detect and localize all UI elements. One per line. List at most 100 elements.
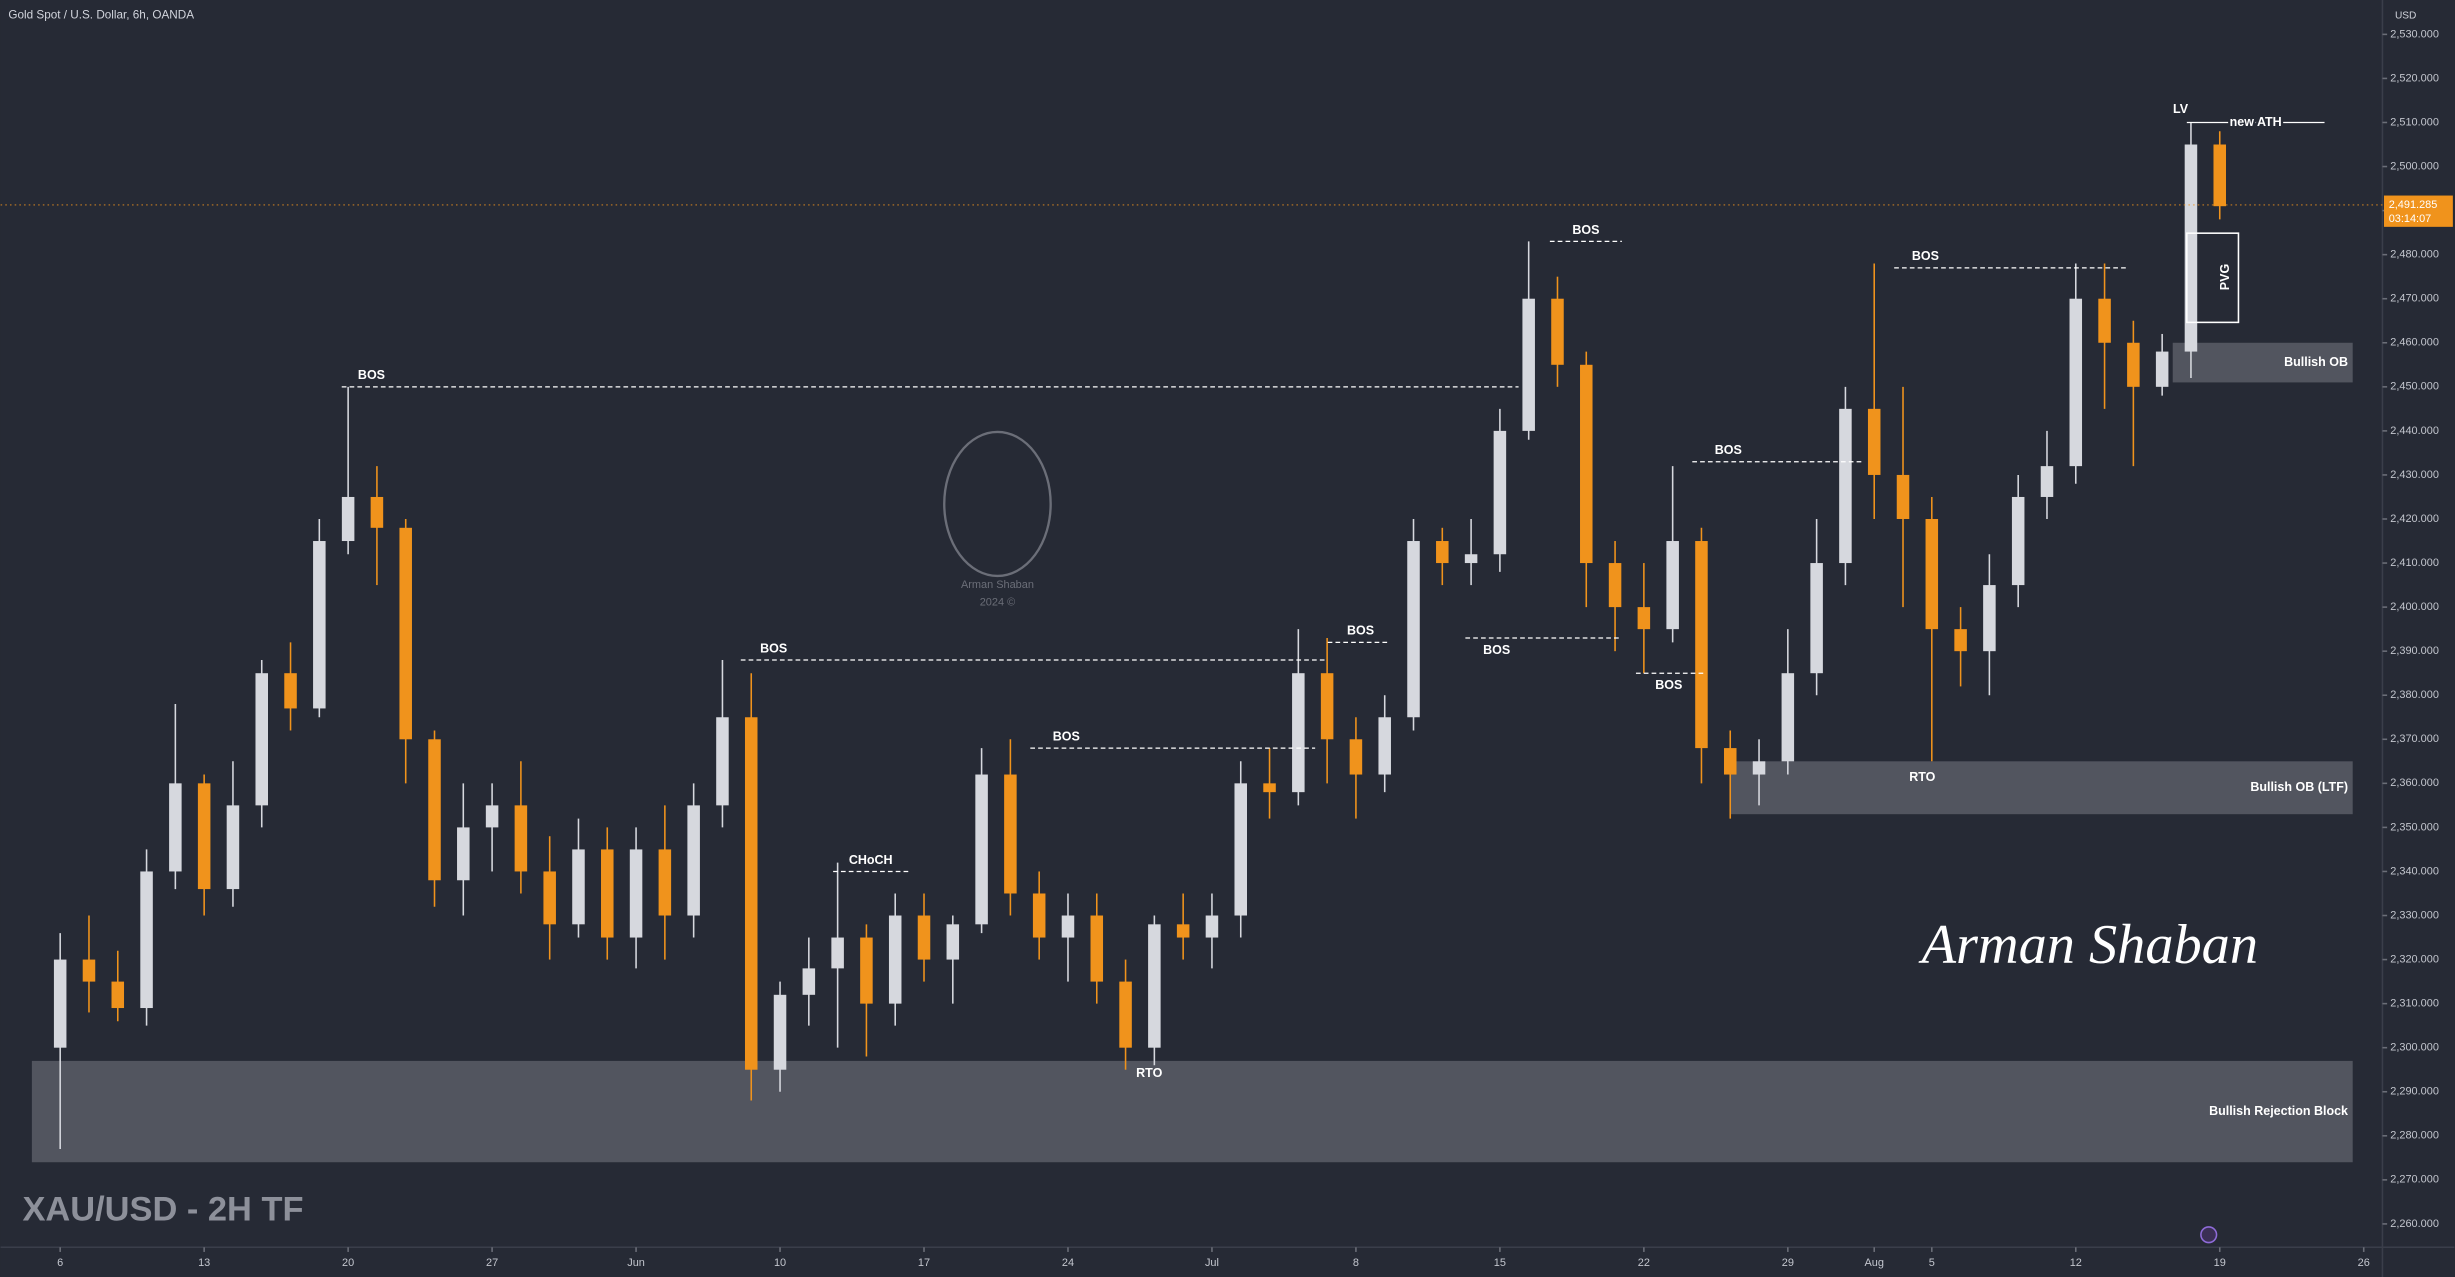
annotation: BOS (1347, 624, 1374, 638)
candle-body (831, 937, 844, 969)
candle-body (1666, 541, 1679, 630)
candle-body (1407, 541, 1420, 718)
candle-body (428, 739, 441, 881)
candle-body (1637, 607, 1651, 630)
candle-body (341, 496, 355, 542)
candle-body (1493, 430, 1507, 555)
x-tick-label: 20 (342, 1257, 354, 1269)
y-tick-label: 2,290.000 (2390, 1086, 2439, 1098)
candle-body (1464, 554, 1478, 564)
candle-body (1061, 915, 1075, 938)
candle-body (1148, 924, 1161, 1048)
candle-body (514, 805, 528, 872)
candle-body (140, 871, 153, 1009)
watermark: Arman Shaban (961, 579, 1034, 591)
candle-body (917, 915, 931, 960)
x-tick-label: 27 (486, 1257, 498, 1269)
y-tick-label: 2,530.000 (2390, 28, 2439, 40)
annotation: BOS (760, 641, 787, 655)
candle-body (1925, 518, 1939, 630)
candle-body (1292, 673, 1305, 793)
candle-body (485, 805, 499, 828)
candle-body (888, 915, 902, 1004)
candle-body (1695, 541, 1708, 749)
candle-body (1810, 563, 1823, 674)
candle-body (1580, 364, 1593, 564)
annotation: new ATH (2230, 115, 2282, 129)
y-tick-label: 2,280.000 (2390, 1130, 2439, 1142)
y-tick-label: 2,380.000 (2390, 689, 2439, 701)
annotation: PVG (2218, 264, 2232, 290)
x-tick-label: 15 (1494, 1257, 1506, 1269)
candle-body (2011, 496, 2025, 586)
candle-body (1608, 563, 1622, 608)
y-tick-label: 2,350.000 (2390, 821, 2439, 833)
annotation: BOS (1572, 223, 1599, 237)
pvg-box (2186, 232, 2240, 324)
candle-body (255, 673, 269, 806)
y-tick-label: 2,320.000 (2390, 953, 2439, 965)
x-tick-label: 13 (198, 1257, 210, 1269)
y-tick-label: 2,520.000 (2390, 72, 2439, 84)
candle-body (370, 496, 384, 528)
x-tick-label: 10 (774, 1257, 786, 1269)
candle-body (197, 783, 211, 890)
candle-body (1436, 541, 1449, 564)
symbol-title: Gold Spot / U.S. Dollar, 6h, OANDA (8, 9, 194, 22)
x-tick-label: 17 (918, 1257, 930, 1269)
candle-body (1378, 717, 1391, 775)
y-tick-label: 2,270.000 (2390, 1174, 2439, 1186)
last-price-badge (2383, 195, 2453, 227)
signature: Arman Shaban (1918, 914, 2258, 976)
x-tick-label: 5 (1929, 1257, 1935, 1269)
y-tick-label: 2,450.000 (2390, 381, 2439, 393)
y-tick-label: 2,410.000 (2390, 557, 2439, 569)
zone-label: Bullish Rejection Block (2209, 1104, 2348, 1118)
candle-body (313, 541, 326, 709)
candle-body (2184, 144, 2198, 352)
annotation: BOS (1053, 729, 1080, 743)
x-tick-label: Aug (1864, 1257, 1883, 1269)
candle-body (1781, 673, 1795, 762)
candle-body (457, 827, 470, 881)
candle-body (658, 849, 672, 916)
replay-icon[interactable] (2200, 1226, 2218, 1244)
annotation: BOS (1483, 643, 1510, 657)
annotation: CHoCH (849, 853, 893, 867)
candle-body (1004, 774, 1017, 894)
annotation: RTO (1909, 770, 1935, 784)
y-tick-label: 2,310.000 (2390, 998, 2439, 1010)
y-tick-label: 2,460.000 (2390, 337, 2439, 349)
candle-body (2069, 298, 2083, 467)
candle-body (1723, 748, 1737, 775)
candle-body (169, 783, 182, 872)
candle-body (860, 937, 873, 1004)
candle-body (744, 717, 758, 1070)
y-tick-label: 2,480.000 (2390, 249, 2439, 261)
x-tick-label: 24 (1062, 1257, 1074, 1269)
candle-body (111, 981, 125, 1009)
annotation: BOS (1912, 249, 1939, 263)
zone-label: Bullish OB (2284, 355, 2348, 369)
annotation: RTO (1136, 1066, 1162, 1080)
x-tick-label: 22 (1638, 1257, 1650, 1269)
candle-body (1263, 783, 1276, 793)
x-tick-label: 6 (57, 1257, 63, 1269)
candle-body (1551, 298, 1564, 365)
candle-body (1896, 474, 1910, 519)
candle-body (572, 849, 585, 925)
candle-body (226, 805, 240, 890)
candle-body (975, 774, 988, 925)
y-tick-label: 2,510.000 (2390, 116, 2439, 128)
candle-body (2155, 351, 2169, 387)
candle-body (1032, 893, 1046, 938)
candle-body (1119, 981, 1132, 1048)
x-tick-label: 8 (1353, 1257, 1359, 1269)
x-tick-label: Jul (1205, 1257, 1219, 1269)
last-price: 2,491.285 (2389, 199, 2438, 211)
zone (2172, 342, 2353, 383)
candle-body (629, 849, 643, 938)
y-tick-label: 2,360.000 (2390, 777, 2439, 789)
annotation: BOS (1655, 678, 1682, 692)
